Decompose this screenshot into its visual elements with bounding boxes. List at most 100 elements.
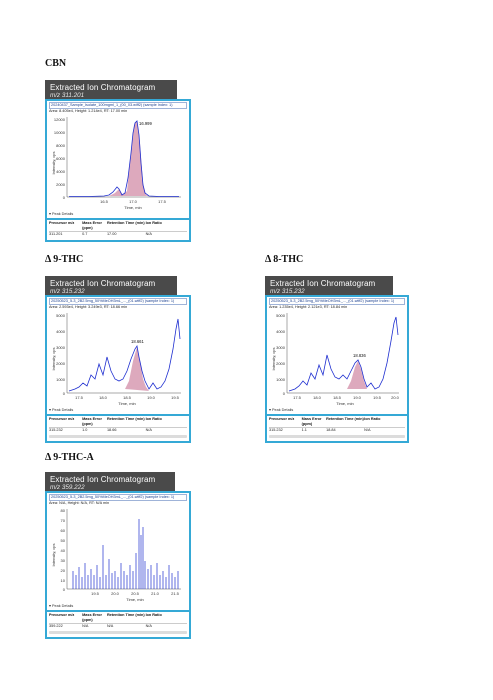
- y-axis-label: Intensity, cps: [271, 348, 276, 371]
- y-tick: 70: [61, 518, 66, 523]
- table-header: Retention Time (min): [106, 417, 146, 429]
- file-name[interactable]: 20250523_5-3_2B2.5mg_50%MeOH3mL_..._(01.…: [49, 494, 187, 501]
- peak-table: Precursor m/z Mass Error (ppm) Retention…: [45, 612, 191, 640]
- horizontal-scrollbar[interactable]: [269, 435, 405, 439]
- eic-title: Extracted Ion Chromatogram: [50, 83, 156, 92]
- file-name[interactable]: 20250523_5-3_2B2.5mg_50%MeOH3mL_..._(01.…: [269, 298, 405, 305]
- horizontal-scrollbar[interactable]: [49, 435, 187, 439]
- chromatogram-panel-d8-thc: Extracted Ion Chromatogram m/z 315.232 2…: [265, 276, 409, 444]
- peak-details-toggle[interactable]: ▾ Peak Details: [49, 408, 74, 413]
- chromatogram-panel-d9-thc: Extracted Ion Chromatogram m/z 315.232 2…: [45, 276, 191, 444]
- y-tick: 0: [283, 391, 286, 396]
- x-tick: 19.5: [373, 395, 382, 400]
- x-tick: 20.0: [111, 591, 120, 596]
- trace-line: [68, 319, 181, 392]
- peak-label: 16.999: [139, 121, 152, 126]
- table-header: Ion Ratio: [145, 613, 187, 625]
- y-tick: 2000: [56, 182, 66, 187]
- table-header: Mass Error (ppm): [82, 221, 107, 233]
- table-cell: N/A: [145, 624, 152, 629]
- y-tick: 50: [61, 538, 66, 543]
- peak-details-toggle[interactable]: ▾ Peak Details: [49, 604, 74, 609]
- y-tick: 4000: [276, 329, 286, 334]
- peak-details-label: Peak Details: [51, 604, 74, 609]
- table-cell: 359.222: [49, 624, 63, 629]
- table-cell: 0.7: [82, 232, 88, 237]
- horizontal-scrollbar[interactable]: [49, 631, 187, 635]
- table-header: Retention Time (min): [106, 221, 146, 233]
- x-tick: 21.0: [151, 591, 160, 596]
- x-tick: 20.5: [131, 591, 140, 596]
- eic-header: Extracted Ion Chromatogram m/z 315.232: [265, 276, 393, 295]
- area-line: Area: 2.593e4, Height: 3.249e3, RT: 18.6…: [49, 304, 128, 309]
- x-tick: 19.0: [353, 395, 362, 400]
- x-axis-label: Time, min: [126, 597, 143, 602]
- table-header: Precursor m/z: [49, 221, 83, 233]
- peak-area: [347, 361, 367, 390]
- x-tick: 20.0: [391, 395, 400, 400]
- x-tick: 19.5: [171, 395, 180, 400]
- area-line: Area: 1.235e4, Height: 2.121e3, RT: 18.8…: [269, 304, 348, 309]
- y-tick: 80: [61, 508, 66, 513]
- peak-details-label: Peak Details: [51, 408, 74, 413]
- y-tick: 2000: [276, 361, 286, 366]
- peak-area: [125, 347, 149, 392]
- table-header: Mass Error (ppm): [82, 613, 107, 625]
- table-cell: 311.201: [49, 232, 63, 237]
- y-tick: 0: [63, 391, 66, 396]
- table-cell: N/A: [145, 428, 152, 433]
- chromatogram-panel-cbn: Extracted Ion Chromatogram m/z 311.201 2…: [45, 80, 191, 243]
- file-name[interactable]: 20250523_5-3_2B2.5mg_50%MeOH3mL_..._(01.…: [49, 298, 187, 305]
- x-tick: 19.0: [147, 395, 156, 400]
- chromatogram-panel-d9-thc-a: Extracted Ion Chromatogram m/z 359.222 2…: [45, 472, 191, 640]
- table-header: Precursor m/z: [49, 417, 83, 429]
- chromatogram-plot: 12000 10000 8000 6000 4000 2000 0 Intens…: [51, 117, 181, 210]
- y-tick: 1000: [56, 377, 66, 382]
- noise-spikes: [72, 519, 179, 590]
- trace-line: [288, 317, 399, 392]
- eic-frame: 20250523_5-3_2B2.5mg_50%MeOH3mL_..._(01.…: [45, 491, 191, 613]
- y-tick: 20: [61, 568, 66, 573]
- eic-mz: m/z 359.222: [50, 484, 85, 491]
- area-line: Area: 8.405e4, Height: 1.214e4, RT: 17.0…: [49, 108, 128, 113]
- eic-mz: m/z 315.232: [270, 288, 305, 295]
- table-header: Mass Error (ppm): [82, 417, 107, 429]
- peak-details-toggle[interactable]: ▾ Peak Details: [49, 212, 74, 217]
- x-tick: 16.5: [100, 199, 109, 204]
- eic-title: Extracted Ion Chromatogram: [270, 279, 376, 288]
- table-header: Ion Ratio: [145, 221, 187, 233]
- y-tick: 5000: [276, 313, 286, 318]
- table-cell: 18.84: [326, 428, 336, 433]
- file-name[interactable]: 20240437_Sample_Isolate_100mgml_1_(00_03…: [49, 102, 187, 109]
- table-header: Precursor m/z: [49, 613, 83, 625]
- x-tick: 18.0: [313, 395, 322, 400]
- table-cell: 315.232: [269, 428, 283, 433]
- peak-details-toggle[interactable]: ▾ Peak Details: [269, 408, 294, 413]
- y-axis-label: Intensity, cps: [51, 152, 56, 175]
- table-header: Retention Time (min): [326, 417, 365, 429]
- table-header: Ion Ratio: [145, 417, 187, 429]
- y-tick: 40: [61, 548, 66, 553]
- y-tick: 6000: [56, 156, 66, 161]
- trace-line: [69, 120, 179, 198]
- x-tick: 17.5: [75, 395, 84, 400]
- y-tick: 3000: [276, 345, 286, 350]
- x-tick: 17.5: [293, 395, 302, 400]
- table-header: Precursor m/z: [269, 417, 302, 429]
- x-axis-label: Time, min: [124, 205, 141, 210]
- table-cell: N/A: [364, 428, 371, 433]
- y-tick: 10000: [54, 130, 66, 135]
- y-tick: 4000: [56, 329, 66, 334]
- eic-title: Extracted Ion Chromatogram: [50, 475, 156, 484]
- x-tick: 18.5: [333, 395, 342, 400]
- x-tick: 17.0: [129, 199, 138, 204]
- eic-header: Extracted Ion Chromatogram m/z 359.222: [45, 472, 175, 491]
- eic-frame: 20240437_Sample_Isolate_100mgml_1_(00_03…: [45, 99, 191, 221]
- y-tick: 10: [61, 578, 66, 583]
- peak-label: 18.836: [353, 353, 366, 358]
- x-tick: 21.5: [171, 591, 180, 596]
- x-axis-label: Time, min: [118, 401, 135, 406]
- x-axis-label: Time, min: [336, 401, 353, 406]
- y-tick: 12000: [54, 117, 66, 122]
